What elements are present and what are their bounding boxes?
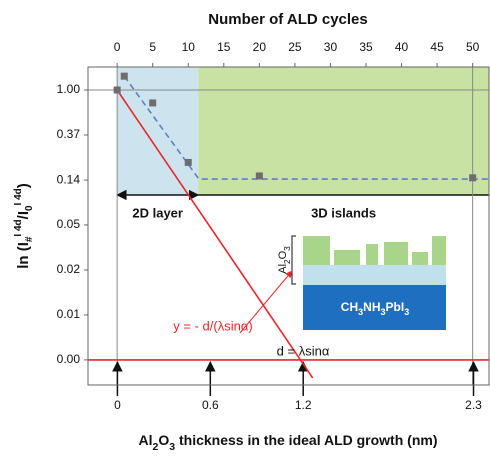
- x-axis-title: Al2O3 thickness in the ideal ALD growth …: [139, 432, 438, 453]
- islands-label: 3D islands: [311, 205, 376, 220]
- inset-perovskite-label: CH3NH3PbI3: [341, 300, 409, 317]
- inset-bracket: [291, 235, 296, 285]
- data-point: [149, 99, 157, 107]
- top-tick-label: 35: [359, 40, 373, 54]
- inset-islands: [303, 236, 446, 265]
- region: [198, 67, 489, 195]
- y-tick-label: 0.02: [57, 262, 81, 276]
- y-label-part: I 4d: [13, 188, 24, 205]
- y-label-part: I 4d: [13, 219, 24, 236]
- top-tick-label: 15: [217, 40, 231, 54]
- top-tick-label: 5: [149, 40, 156, 54]
- regions: [116, 67, 489, 201]
- y-label-part: #: [24, 236, 35, 242]
- y-tick-label: 0.00: [57, 352, 81, 366]
- inset-coating-label: Al2O3: [277, 246, 292, 274]
- bottom-tick-label: 0.6: [202, 398, 219, 412]
- y-tick-label: 0.14: [57, 172, 81, 186]
- layer-label: 2D layer: [132, 205, 183, 220]
- top-tick-label: 30: [324, 40, 338, 54]
- y-tick-label: 1.00: [57, 82, 81, 96]
- inset-layer: [303, 265, 446, 285]
- bottom-tick-label: 0: [114, 398, 121, 412]
- plot-frame: [87, 66, 490, 386]
- top-axis-title: Number of ALD cycles: [208, 11, 368, 28]
- top-tick-label: 25: [288, 40, 302, 54]
- y-label-part: /I: [15, 211, 32, 219]
- equation-label: y = - d/(λsinα): [173, 318, 252, 333]
- data-point: [184, 158, 192, 166]
- inset-substrate: [303, 285, 446, 330]
- d-label: d = λsinα: [277, 343, 330, 358]
- y-tick-label: 0.05: [57, 217, 81, 231]
- top-tick-label: 10: [182, 40, 196, 54]
- y-tick-label: 0.01: [57, 307, 81, 321]
- bottom-tick-label: 2.3: [465, 398, 482, 412]
- region: [117, 67, 199, 195]
- series-line: [123, 75, 489, 180]
- y-label-part: ln (I: [15, 242, 32, 269]
- data-point: [255, 172, 263, 180]
- y-axis-title: ln (I#I 4d/I0I 4d): [13, 183, 35, 269]
- bottom-tick-label: 1.2: [295, 398, 312, 412]
- grid: [84, 63, 489, 385]
- top-tick-label: 20: [253, 40, 267, 54]
- data-point: [120, 72, 128, 80]
- top-tick-label: 40: [395, 40, 409, 54]
- marks: [88, 72, 489, 396]
- equation-arrow: [239, 270, 293, 334]
- top-tick-label: 0: [114, 40, 121, 54]
- data-point: [113, 86, 121, 94]
- y-tick-label: 0.37: [57, 127, 81, 141]
- y-label-part: 0: [24, 205, 35, 211]
- series-line: [116, 89, 314, 379]
- top-tick-label: 45: [430, 40, 444, 54]
- y-label-part: ): [15, 183, 32, 188]
- top-tick-label: 50: [466, 40, 480, 54]
- data-point: [469, 174, 477, 182]
